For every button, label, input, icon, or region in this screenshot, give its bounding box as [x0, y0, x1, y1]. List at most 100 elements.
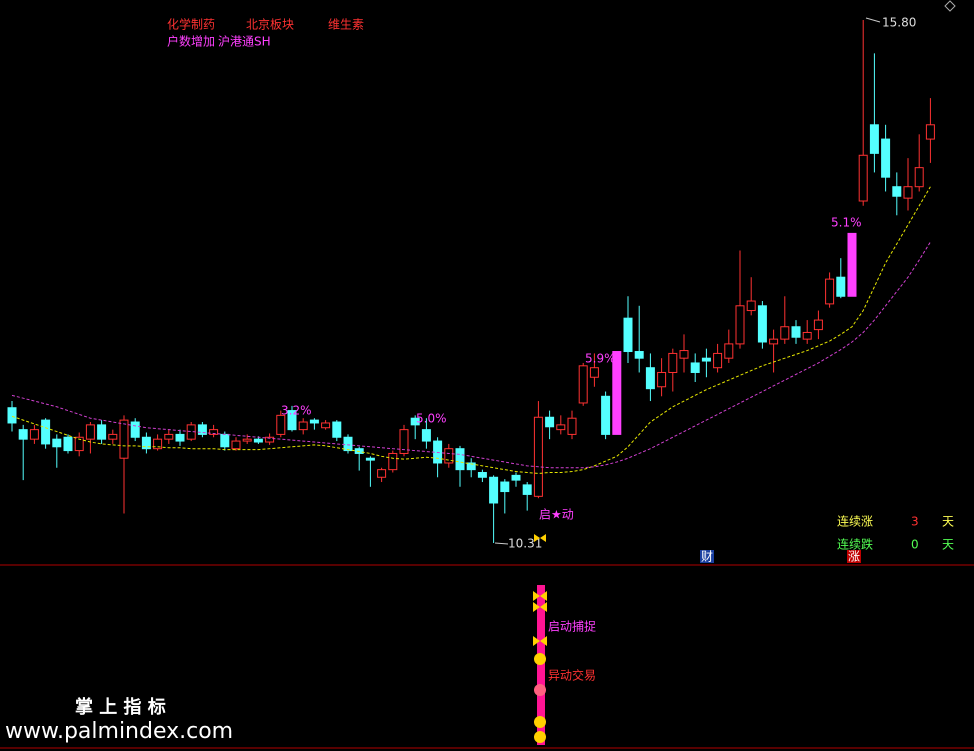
- candle-body: [690, 362, 700, 373]
- candle-body: [545, 416, 555, 428]
- streak-label: 连续跌: [837, 537, 873, 552]
- candle-body: [757, 305, 767, 343]
- candle-body: [489, 476, 499, 504]
- candle-body: [209, 429, 219, 435]
- candle-body: [657, 371, 667, 388]
- candle-body: [713, 352, 723, 369]
- candle-body: [836, 276, 846, 297]
- candle-body: [769, 338, 779, 345]
- candle-body: [791, 326, 801, 338]
- candle-body: [825, 278, 835, 305]
- candle-body: [881, 138, 891, 178]
- candle-body: [7, 407, 17, 424]
- signal-label: 启动捕捉: [548, 619, 596, 634]
- annotation: 5.9%: [585, 352, 616, 366]
- candle-body: [309, 419, 319, 424]
- candle-body: [578, 365, 588, 404]
- badge[interactable]: [700, 550, 714, 563]
- badge-label[interactable]: 涨: [848, 549, 860, 564]
- candle-body: [444, 448, 454, 464]
- tag: 维生素: [328, 18, 364, 32]
- candle-body: [85, 424, 95, 440]
- candle-body: [410, 417, 420, 426]
- candle-body: [601, 395, 611, 435]
- badge-label[interactable]: 财: [701, 550, 713, 564]
- candle-body: [455, 448, 465, 471]
- candle-body: [623, 317, 633, 353]
- candle-body: [522, 484, 532, 495]
- menu-icon[interactable]: [944, 0, 956, 12]
- candle-body: [287, 410, 297, 431]
- candle-body: [130, 421, 140, 438]
- candle-body: [197, 424, 207, 435]
- start-label: 启★动: [539, 508, 574, 522]
- streak-label: 连续涨: [837, 514, 873, 529]
- moving-average: [11, 241, 931, 469]
- butterfly-icon: [534, 534, 546, 542]
- candle-body: [645, 367, 655, 390]
- candle-body: [668, 352, 678, 373]
- candle-body: [164, 433, 174, 440]
- candle-body: [141, 436, 151, 450]
- tag: 化学制药: [167, 17, 215, 32]
- candle-body: [399, 429, 409, 454]
- tag: 户数增加: [167, 34, 215, 49]
- low-pointer: [494, 542, 509, 545]
- tag: 北京板块: [246, 18, 294, 32]
- candle-body: [242, 438, 252, 442]
- candle-body: [925, 124, 935, 140]
- candle-body: [567, 417, 577, 435]
- candle-body: [466, 462, 476, 471]
- candle-body: [511, 474, 521, 481]
- candle-body: [388, 452, 398, 471]
- candle-body: [892, 186, 902, 197]
- candle-body: [97, 424, 107, 440]
- candle-body: [231, 440, 241, 450]
- candle-body: [52, 438, 62, 448]
- candle-body: [746, 300, 756, 312]
- high-label: 15.80: [882, 16, 916, 30]
- candle-body: [343, 436, 353, 452]
- candle-body: [298, 421, 308, 431]
- candle-body: [914, 167, 924, 188]
- candle-body: [679, 350, 689, 359]
- candle-body: [108, 433, 118, 440]
- streak-unit: 天: [942, 515, 954, 529]
- annotation: 3.2%: [281, 404, 312, 418]
- candle-body: [556, 424, 566, 431]
- candle-body: [29, 429, 39, 440]
- candle-body: [119, 419, 129, 459]
- candle-body: [18, 429, 28, 440]
- candle-body: [735, 305, 745, 345]
- signal-label: 异动交易: [548, 668, 596, 683]
- candle-body: [253, 438, 263, 443]
- badge[interactable]: [847, 550, 861, 563]
- low-label: 10.31: [508, 537, 542, 551]
- candle-body: [612, 351, 622, 435]
- high-pointer: [865, 17, 881, 23]
- candle-body: [276, 414, 286, 435]
- candle-body: [634, 351, 644, 359]
- annotation: 5.1%: [831, 216, 862, 230]
- candle-body: [332, 421, 342, 438]
- annotation: 5.0%: [416, 412, 447, 426]
- candle-body: [869, 124, 879, 154]
- candle-body: [377, 469, 387, 478]
- candle-body: [701, 357, 711, 362]
- signal-icons: [533, 591, 547, 743]
- candle-body: [153, 438, 163, 450]
- candle-body: [500, 481, 510, 493]
- watermark: 掌 上 指 标: [75, 696, 166, 718]
- tag: 沪港通SH: [218, 35, 271, 49]
- candle-body: [477, 472, 487, 478]
- candle-body: [813, 319, 823, 331]
- candle-body: [780, 326, 790, 340]
- candle-body: [220, 433, 230, 448]
- candle-body: [802, 331, 812, 340]
- candle-body: [74, 436, 84, 452]
- candle-body: [321, 422, 331, 429]
- candle-body: [365, 457, 375, 461]
- moving-average: [11, 186, 931, 474]
- candle-body: [903, 186, 913, 199]
